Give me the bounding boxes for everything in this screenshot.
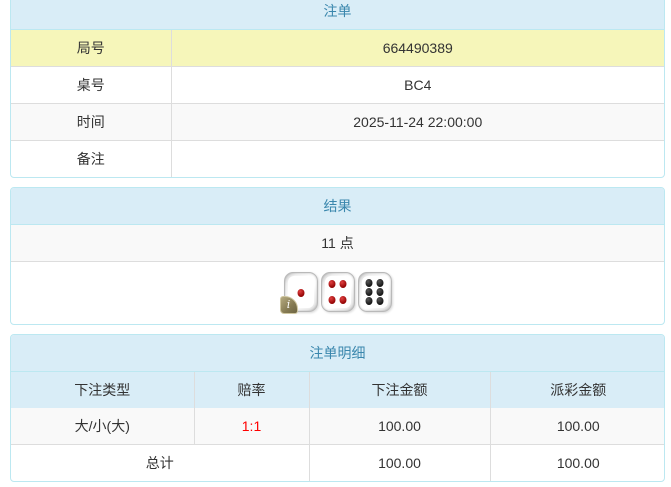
result-table: 11 点 i <box>11 225 664 324</box>
row-label: 局号 <box>11 30 172 67</box>
bet-info-table: 局号 664490389 桌号 BC4 时间 2025-11-24 22:00:… <box>11 30 664 177</box>
table-header-row: 下注类型 赔率 下注金额 派彩金额 <box>11 372 664 408</box>
table-row: 局号 664490389 <box>11 30 664 67</box>
die-pip <box>328 280 336 289</box>
odds-value: 1:1 <box>194 408 310 445</box>
table-row: 11 点 <box>11 225 664 262</box>
bet-panel-title: 注单 <box>11 0 664 30</box>
column-header-payout-amount: 派彩金额 <box>490 372 664 408</box>
die-6-icon <box>357 272 392 312</box>
row-label: 备注 <box>11 140 172 177</box>
game-number-value: 664490389 <box>382 40 453 56</box>
bet-detail-panel: 注单明细 下注类型 赔率 下注金额 派彩金额 大/小(大) 1:1 100.00… <box>10 334 665 482</box>
table-row: 大/小(大) 1:1 100.00 100.00 <box>11 408 664 445</box>
total-row: 总计 100.00 100.00 <box>11 444 664 481</box>
die-pip <box>328 295 336 304</box>
result-panel-title: 结果 <box>11 188 664 225</box>
bet-panel: 注单 局号 664490389 桌号 BC4 时间 2025-11-24 22:… <box>10 0 665 178</box>
total-bet-amount: 100.00 <box>309 444 491 481</box>
bet-detail-table: 下注类型 赔率 下注金额 派彩金额 大/小(大) 1:1 100.00 100.… <box>11 372 664 481</box>
remark-value <box>171 140 664 177</box>
die-pip <box>376 296 384 305</box>
die-pip <box>376 279 384 288</box>
row-label: 桌号 <box>11 66 172 104</box>
bet-detail-panel-title: 注单明细 <box>11 335 664 372</box>
column-header-bet-amount: 下注金额 <box>309 372 491 408</box>
die-pip <box>365 288 373 296</box>
table-row: i <box>11 261 664 324</box>
column-header-bet-type: 下注类型 <box>11 372 195 408</box>
time-value: 2025-11-24 22:00:00 <box>171 103 664 141</box>
points-value: 11 点 <box>321 235 354 251</box>
bet-amount-value: 100.00 <box>309 408 491 445</box>
table-row: 时间 2025-11-24 22:00:00 <box>11 103 664 141</box>
total-payout-amount: 100.00 <box>490 444 664 481</box>
table-number-value: BC4 <box>171 66 664 104</box>
info-badge-icon[interactable]: i <box>279 296 298 314</box>
die-pip <box>339 280 347 289</box>
die-pip <box>365 279 373 288</box>
die-4-icon <box>320 272 355 312</box>
die-1-icon: i <box>279 272 318 314</box>
die-pip <box>376 288 384 296</box>
payout-amount-value: 100.00 <box>556 418 600 434</box>
die-pip <box>365 296 373 305</box>
die-pip <box>297 288 304 297</box>
dice-row-content: i <box>19 272 656 314</box>
row-label: 时间 <box>11 103 172 141</box>
total-label: 总计 <box>11 444 310 481</box>
column-header-odds: 赔率 <box>194 372 310 408</box>
table-row: 桌号 BC4 <box>11 66 664 104</box>
die-pip <box>339 295 347 304</box>
die-face <box>361 276 388 308</box>
bet-type-value: 大/小(大) <box>11 408 195 445</box>
table-row: 备注 <box>11 140 664 177</box>
result-panel: 结果 11 点 i <box>10 187 665 325</box>
die-face <box>324 276 351 308</box>
